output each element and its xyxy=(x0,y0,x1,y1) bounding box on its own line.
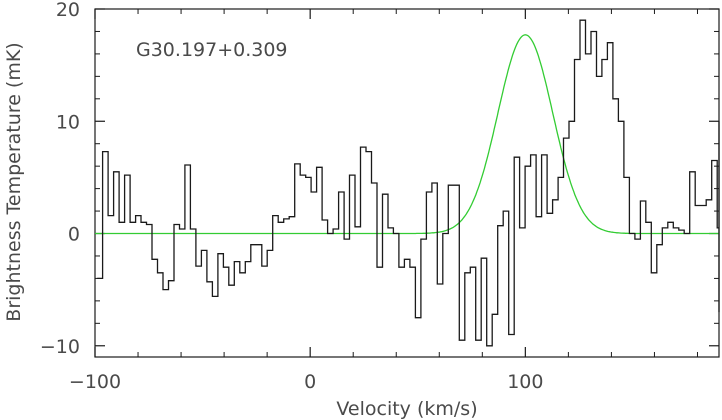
plot-frame xyxy=(94,8,720,358)
x-tick-label: 0 xyxy=(304,371,316,393)
x-axis-label: Velocity (km/s) xyxy=(336,398,477,420)
y-tick-label: 20 xyxy=(56,0,80,21)
spectrum-histogram-line xyxy=(97,19,720,347)
gaussian-fit-line xyxy=(95,34,719,235)
x-tick-label: 100 xyxy=(507,371,543,393)
source-name-annotation: G30.197+0.309 xyxy=(136,39,288,61)
y-axis-label: Brightness Temperature (mK) xyxy=(3,42,25,321)
y-tick-label: 10 xyxy=(56,111,80,133)
y-tick-label: 0 xyxy=(68,224,80,246)
x-tick-label: −100 xyxy=(69,371,121,393)
axis-ticks xyxy=(94,8,719,357)
y-tick-label: −10 xyxy=(40,336,80,358)
